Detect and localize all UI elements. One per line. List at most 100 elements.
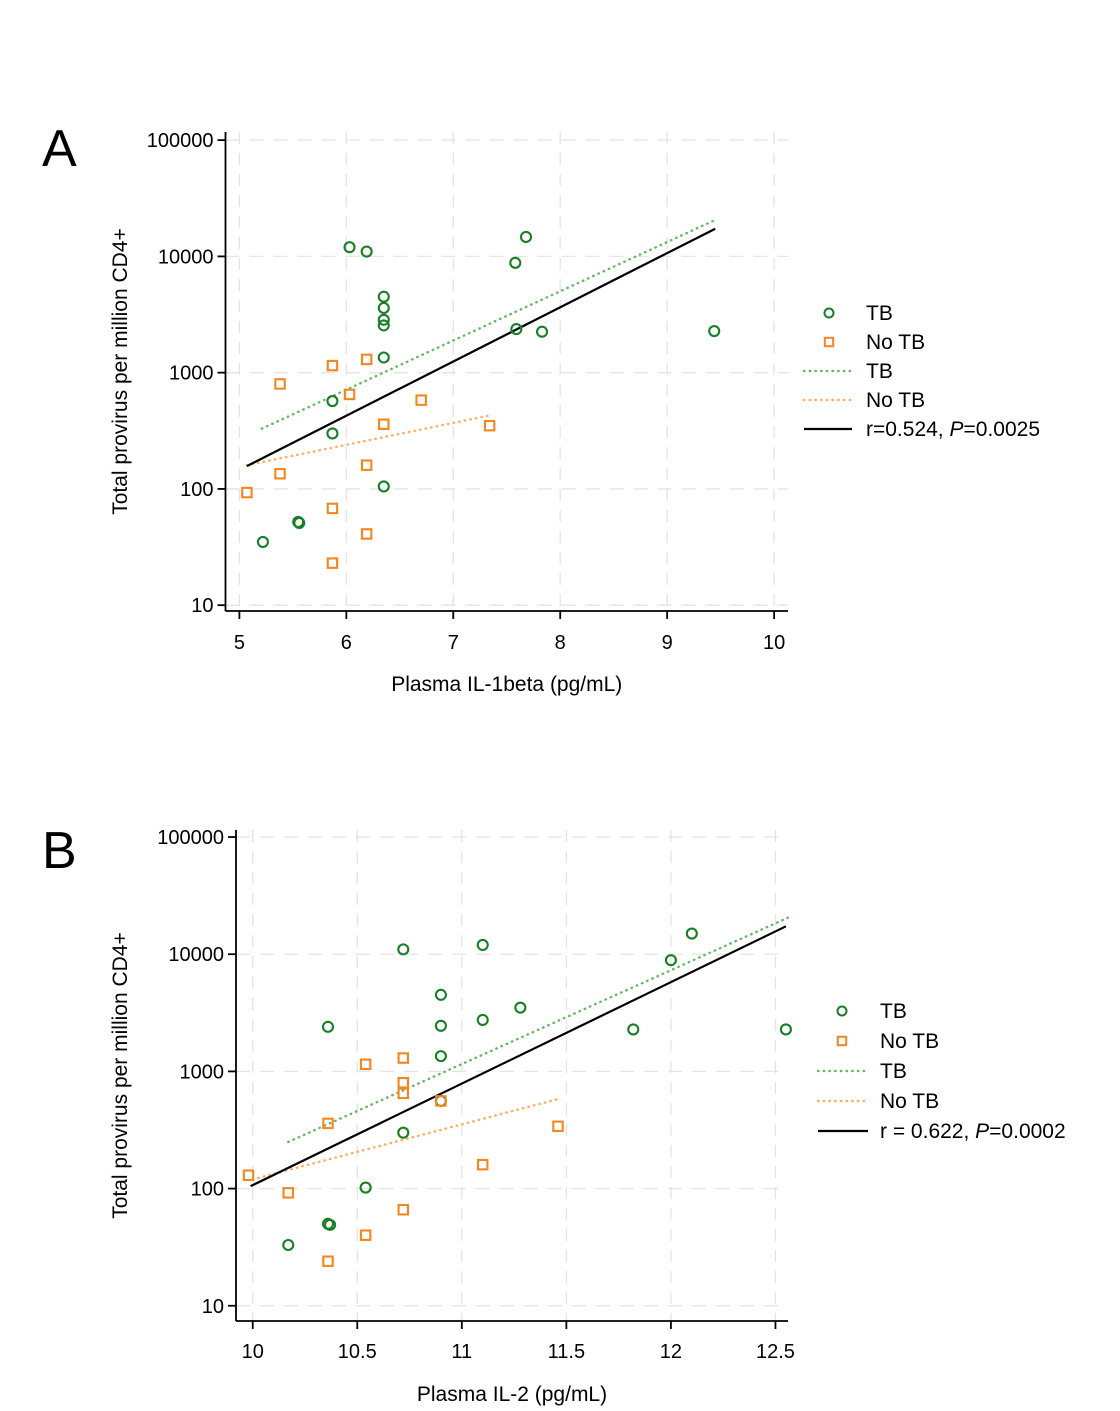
no-tb-point (397, 1052, 410, 1064)
x-tick-label: 8 (555, 632, 566, 654)
no-tb-fit-line (245, 414, 492, 467)
overall-fit-line (250, 925, 787, 1188)
tb-point (326, 427, 339, 440)
no-tb-point (360, 459, 373, 471)
legend-item: No TB (816, 1090, 939, 1113)
gridlines (236, 830, 788, 1321)
y-tick-label: 10000 (158, 246, 214, 268)
no-tb-fit-line (251, 1097, 560, 1181)
tb-point (377, 313, 390, 326)
legend-item: r = 0.622, P=0.0002 (818, 1120, 1066, 1143)
legend-label: r=0.524, P=0.0025 (866, 418, 1040, 441)
no-tb-point (242, 1169, 255, 1181)
tb-point (514, 1001, 527, 1014)
tb-point (434, 988, 447, 1001)
no-tb-marker-icon (836, 1035, 848, 1047)
panel-label: A (42, 120, 77, 178)
series-no-tb (242, 1052, 564, 1267)
no-tb-point (360, 353, 373, 366)
tb-point (360, 245, 373, 258)
tb-point (434, 1050, 447, 1063)
no-tb-point (415, 394, 427, 406)
no-tb-point (397, 1203, 410, 1216)
tb-point (377, 351, 390, 364)
series-tb (282, 927, 792, 1252)
x-axis-title: Plasma IL-1beta (pg/mL) (391, 673, 622, 696)
no-tb-point (326, 502, 339, 515)
tb-point (377, 480, 390, 493)
x-tick-label: 10 (763, 632, 785, 654)
no-tb-point (397, 1087, 410, 1100)
x-tick-label: 6 (341, 632, 352, 654)
legend-item: No TB (823, 331, 925, 354)
x-tick-label: 12 (660, 1341, 682, 1363)
y-tick-label: 1000 (169, 363, 214, 385)
x-tick-label: 7 (448, 632, 459, 654)
y-axis-title: Total provirus per million CD4+ (109, 932, 132, 1219)
tb-fit-line (260, 217, 719, 430)
no-tb-point (343, 388, 356, 401)
panel-a: 5 6 7 8 9 10 10 100 1000 10000 100000 Plasma IL-1be… (42, 120, 1040, 696)
gridlines (225, 132, 788, 611)
legend-label: r = 0.622, P=0.0002 (880, 1120, 1066, 1143)
no-tb-point (360, 528, 373, 540)
x-tick-label: 11.5 (548, 1341, 585, 1363)
tb-point (434, 1019, 447, 1032)
overall-fit-line (246, 227, 716, 468)
tb-marker-icon (836, 1005, 848, 1017)
x-tick-label: 9 (662, 632, 673, 654)
no-tb-point (274, 468, 286, 480)
tb-point (509, 256, 522, 269)
y-tick-label: 100000 (157, 827, 224, 849)
no-tb-point (322, 1117, 334, 1130)
legend: TB No TB TB No TB r = 0.622, P=0.0002 (816, 1000, 1066, 1143)
tb-point (321, 1020, 335, 1033)
tb-point (685, 927, 698, 940)
tb-point (779, 1023, 792, 1036)
legend-item: TB (836, 1000, 907, 1023)
legend-item: r=0.524, P=0.0025 (804, 418, 1040, 441)
no-tb-point (435, 1095, 447, 1107)
x-tick-label: 12.5 (756, 1341, 795, 1363)
no-tb-point (326, 557, 339, 569)
legend-item: TB (802, 360, 893, 383)
x-tick-label: 10 (242, 1341, 264, 1363)
tb-point (324, 1218, 337, 1231)
tb-point (377, 301, 390, 315)
tb-marker-icon (823, 307, 835, 319)
tb-point (519, 230, 533, 243)
tb-point (293, 516, 306, 529)
no-tb-marker-icon (823, 336, 835, 348)
no-tb-point (378, 418, 390, 430)
no-tb-point (483, 419, 496, 432)
x-tick-label: 10.5 (338, 1341, 377, 1363)
y-tick-label: 100 (180, 479, 213, 501)
tb-point (282, 1238, 295, 1252)
tb-point (343, 241, 356, 254)
no-tb-point (476, 1158, 489, 1171)
tb-point (708, 324, 721, 338)
legend: TB No TB TB No TB r=0.524, P=0.0025 (802, 302, 1040, 441)
panel-b: 10 10.5 11 11.5 12 12.5 10 100 1000 10000 100000 Pl… (42, 822, 1066, 1406)
y-tick-label: 10 (191, 595, 213, 617)
x-tick-label: 11 (451, 1341, 472, 1363)
legend-label: No TB (866, 331, 925, 354)
legend-label: No TB (880, 1090, 939, 1113)
tb-point (476, 1013, 489, 1026)
no-tb-point (552, 1120, 564, 1133)
no-tb-point (322, 1255, 334, 1267)
legend-label: TB (866, 302, 893, 325)
x-tick-label: 5 (234, 632, 245, 654)
series-tb (256, 230, 721, 548)
tb-point (256, 535, 269, 548)
tb-point (476, 938, 489, 951)
y-tick-label: 10 (202, 1296, 224, 1318)
no-tb-point (359, 1229, 372, 1241)
tb-point (535, 325, 549, 338)
legend-item: TB (816, 1060, 907, 1083)
y-tick-label: 100 (191, 1179, 224, 1201)
legend-item: No TB (836, 1030, 939, 1053)
tb-point (359, 1181, 372, 1194)
